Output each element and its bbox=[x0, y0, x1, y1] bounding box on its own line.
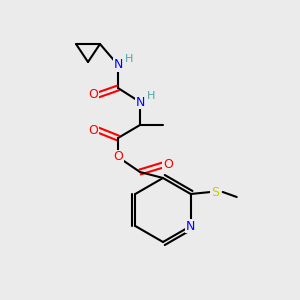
Text: O: O bbox=[113, 151, 123, 164]
Text: H: H bbox=[147, 91, 155, 101]
Text: N: N bbox=[186, 220, 195, 232]
Text: S: S bbox=[211, 185, 219, 199]
Text: O: O bbox=[88, 88, 98, 101]
Text: H: H bbox=[125, 54, 133, 64]
Text: O: O bbox=[88, 124, 98, 136]
Text: N: N bbox=[135, 95, 145, 109]
Text: N: N bbox=[113, 58, 123, 71]
Text: O: O bbox=[163, 158, 173, 172]
